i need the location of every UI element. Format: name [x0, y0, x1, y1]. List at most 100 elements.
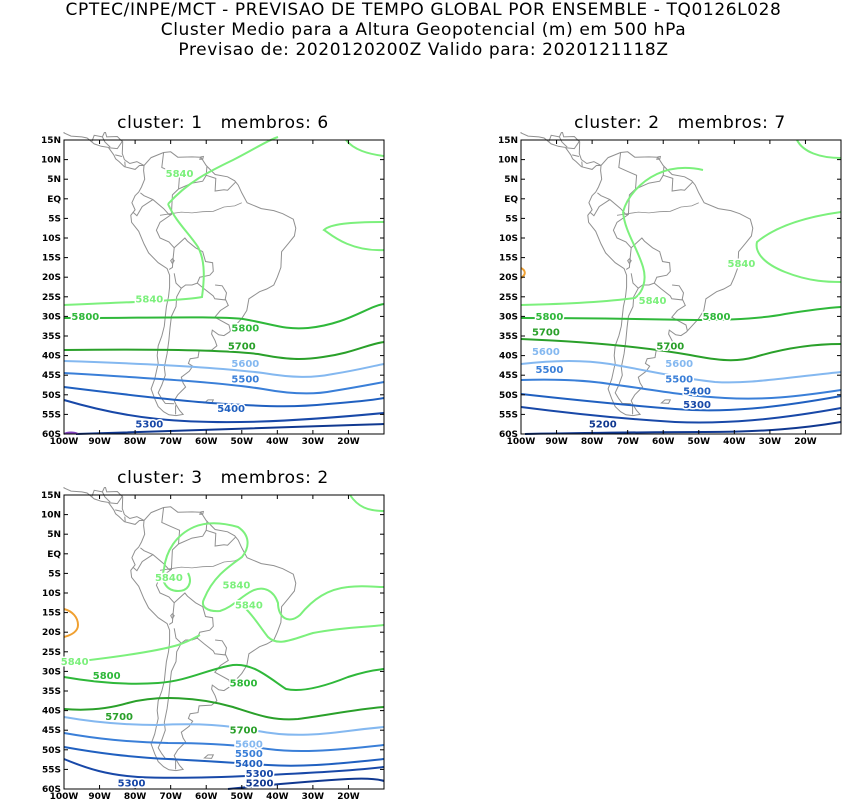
contour-label-5800: 5800 [536, 312, 564, 323]
lat-tick-label: 15S [499, 254, 518, 264]
contour-5840 [63, 203, 205, 306]
contour-label-5840: 5840 [135, 294, 163, 305]
country-border [196, 282, 228, 301]
lon-tick-label: 30W [302, 792, 325, 802]
lon-tick-label: 20W [337, 792, 360, 802]
lon-tick-label: 20W [794, 437, 817, 447]
contour-5840 [167, 136, 279, 205]
lon-tick-label: 80W [124, 792, 147, 802]
contour-label-5500: 5500 [231, 375, 259, 386]
contour-label-5840: 5840 [61, 657, 89, 668]
contour-5880 [63, 608, 80, 638]
contour-label-5700: 5700 [228, 341, 256, 352]
lon-tick-label: 100W [50, 437, 79, 447]
chart-title-line-1: CPTEC/INPE/MCT - PREVISAO DE TEMPO GLOBA… [65, 0, 782, 20]
country-border [671, 298, 688, 332]
country-border [101, 487, 111, 503]
contour-5800 [63, 303, 385, 330]
contour-label-5840: 5840 [728, 259, 756, 270]
central-america-coastline [63, 487, 145, 525]
contour-5400 [520, 393, 842, 412]
lon-tick-label: 80W [124, 437, 147, 447]
contour-5840 [322, 221, 385, 252]
lon-tick-label: 40W [266, 437, 289, 447]
contour-5300 [63, 399, 385, 424]
lon-tick-label: 60W [195, 437, 218, 447]
contour-label-5840: 5840 [155, 573, 183, 584]
lat-tick-label: 10N [41, 511, 61, 521]
country-border [108, 140, 124, 150]
contour-label-5800: 5800 [703, 312, 731, 323]
contour-5840 [796, 139, 842, 159]
lon-tick-label: 30W [302, 437, 325, 447]
country-border [206, 529, 236, 547]
island-coastline [656, 155, 662, 160]
lat-tick-label: EQ [47, 195, 61, 205]
contour-label-5800: 5800 [230, 679, 258, 690]
country-border [663, 174, 693, 192]
contour-labels: 5840 5840 5840 5840 5800 5800 5700 5700 56005500… [59, 571, 275, 791]
country-border [612, 214, 632, 270]
contour-label-5700: 5700 [105, 712, 133, 723]
country-border [140, 507, 181, 570]
lat-tick-label: 15N [498, 136, 518, 146]
lat-tick-label: 55S [42, 410, 61, 420]
contour-5400 [63, 746, 385, 767]
contour-5840 [63, 634, 201, 664]
lat-tick-label: 5S [48, 569, 61, 579]
lon-tick-label: 50W [688, 437, 711, 447]
central-america-coastline [63, 132, 145, 170]
country-border [558, 132, 568, 148]
contour-5500 [63, 732, 385, 753]
lon-tick-label: 90W [88, 437, 111, 447]
contour-5700 [63, 341, 385, 360]
lat-tick-label: 60S [42, 785, 61, 795]
country-border [115, 154, 123, 157]
map-panel-2: 15N 10N 5N EQ 5S 10S 15S 20S 25S 30S 35S 40S 45S 50S 5… [498, 132, 842, 447]
lat-tick-label: 20S [499, 273, 518, 283]
panel-1-title: cluster: 1 membros: 6 [117, 113, 329, 133]
contour-5880 [520, 267, 526, 279]
contour-label-5840: 5840 [223, 581, 251, 592]
contour-label-5800: 5800 [93, 671, 121, 682]
contour-5840 [162, 568, 191, 593]
lat-tick-label: 10N [41, 156, 61, 166]
island-coastline [199, 155, 205, 160]
contour-label-5500: 5500 [235, 749, 263, 760]
lat-tick-label: 15N [41, 491, 61, 501]
panel-2-title: cluster: 2 membros: 7 [574, 113, 786, 133]
lat-tick-label: 20S [42, 628, 61, 638]
country-border [101, 132, 111, 148]
contour-5300 [63, 758, 385, 779]
country-border [196, 637, 228, 656]
contour-label-5200: 5200 [589, 420, 617, 431]
lon-tick-label: 30W [759, 437, 782, 447]
contour-labels: 5840 5840 5800 5800 5700 5700 5600 5600 5500 5500… [530, 257, 756, 432]
contours-panel-3 [63, 494, 385, 790]
river-line [159, 202, 242, 216]
country-border [91, 134, 103, 143]
lat-tick-label: 30S [499, 312, 518, 322]
lat-tick-label: 40S [42, 352, 61, 362]
contour-label-5840: 5840 [166, 169, 194, 180]
south-america-coastline [130, 151, 297, 417]
lat-tick-label: 25S [42, 293, 61, 303]
contour-5500 [63, 372, 385, 395]
lat-tick-label: 55S [499, 410, 518, 420]
map-panel-3: 15N10N5NEQ5S10S15S20S25S30S35S40S45S50S5… [41, 487, 385, 802]
country-border [132, 199, 154, 217]
contour-5700 [520, 338, 842, 362]
contour-labels: 5840 5840 5800 5800 5700 5600 5500 5400 5300 [70, 167, 261, 432]
contour-label-5200: 5200 [246, 779, 274, 790]
contour-5600 [520, 360, 842, 384]
contour-5840 [520, 211, 646, 306]
country-border [572, 154, 580, 157]
contour-label-5400: 5400 [235, 759, 263, 770]
contour-label-5600: 5600 [532, 347, 560, 358]
contour-5840 [622, 166, 704, 213]
country-border [115, 509, 123, 512]
country-border [653, 282, 685, 301]
contour-5800 [520, 306, 842, 322]
contour-label-5800: 5800 [231, 324, 259, 335]
map-panel-1: 15N 10N 5N EQ 5S 10S 15S 20S 25S 30S 35S 40S 45S 50S 5… [41, 132, 385, 447]
